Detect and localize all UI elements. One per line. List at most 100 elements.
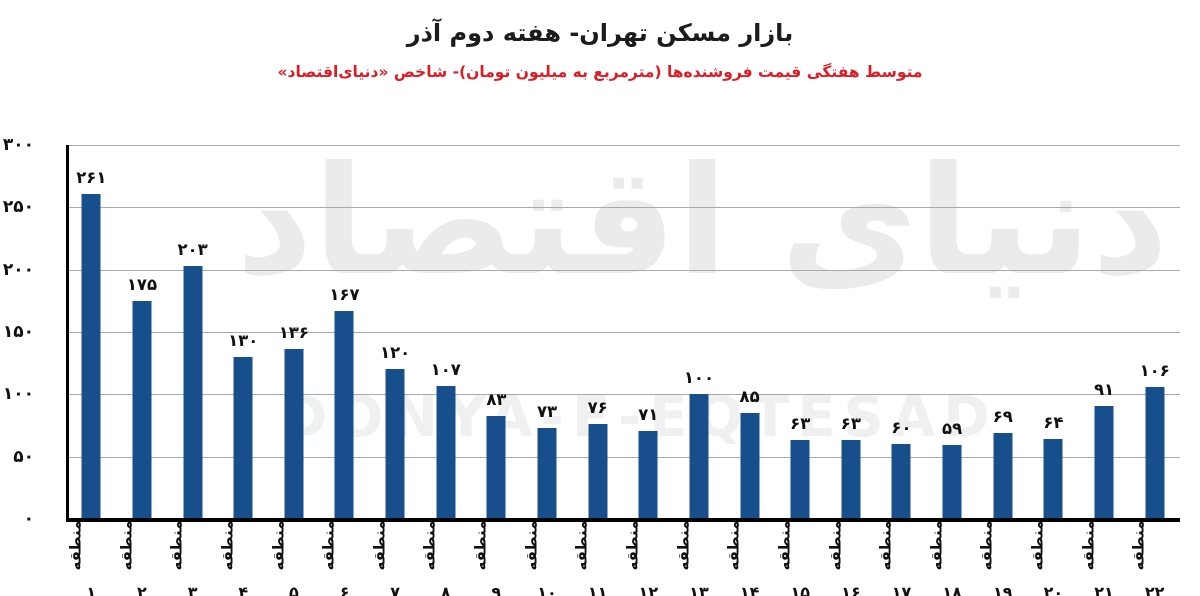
x-axis-district-number: ۲۰ (1043, 583, 1064, 596)
bar-item[interactable]: ۱۳۶ (269, 145, 320, 519)
bar-rect[interactable] (1094, 405, 1114, 519)
x-axis-category-label: منطقه ۲۰ (1028, 521, 1079, 596)
x-axis-district-number: ۱۸ (942, 583, 962, 596)
x-axis-district-word: منطقه (572, 520, 591, 571)
bar-rect[interactable] (284, 349, 304, 519)
x-axis-district-word: منطقه (1079, 520, 1098, 571)
bar-rect[interactable] (1043, 439, 1063, 519)
bar-rect[interactable] (588, 424, 608, 519)
gridline (66, 145, 1180, 146)
bar-rect[interactable] (132, 300, 152, 519)
y-axis-tick-label: ۵۰ (13, 446, 34, 467)
bar-item[interactable]: ۱۲۰ (370, 145, 421, 519)
bar-item[interactable]: ۱۰۶ (1129, 145, 1180, 519)
x-axis-district-number: ۱۶ (841, 583, 861, 596)
bar-rect[interactable] (740, 413, 760, 519)
x-axis-district-word: منطقه (522, 520, 541, 571)
gridline (66, 269, 1180, 271)
bar-item[interactable]: ۶۴ (1028, 145, 1079, 519)
bar-value-label: ۱۳۶ (278, 323, 310, 343)
x-axis-category-label: منطقه ۱۲ (623, 521, 674, 596)
x-axis-district-number: ۲۲ (1144, 583, 1165, 596)
x-axis-category-label: منطقه ۱۹ (977, 521, 1028, 596)
bar-value-label: ۷۳ (536, 402, 558, 421)
gridline (66, 394, 1180, 396)
bar-item[interactable]: ۱۷۵ (117, 145, 168, 519)
x-axis-category-label: منطقه ۱۶ (826, 521, 877, 596)
bar-value-label: ۱۲۰ (380, 343, 411, 363)
bar-rect[interactable] (942, 445, 962, 519)
x-axis-district-word: منطقه (319, 520, 338, 571)
x-axis-line (66, 518, 1180, 522)
bar-rect[interactable] (81, 193, 101, 519)
bar-rect[interactable] (841, 440, 861, 519)
bar-item[interactable]: ۷۳ (522, 145, 573, 519)
x-axis-district-word: منطقه (218, 520, 237, 571)
bar-value-label: ۹۱ (1093, 379, 1115, 399)
x-axis-category-label: منطقه ۱۵ (775, 521, 826, 596)
bar-rect[interactable] (436, 385, 456, 519)
x-axis-category-label: منطقه ۲ (117, 521, 168, 596)
bar-rect[interactable] (1145, 386, 1165, 519)
bar-item[interactable]: ۸۳ (471, 145, 522, 519)
bar-rect[interactable] (334, 310, 354, 519)
bar-rect[interactable] (689, 394, 709, 519)
bar-item[interactable]: ۸۵ (724, 145, 775, 519)
bar-item[interactable]: ۱۰۰ (674, 145, 725, 519)
x-axis-district-word: منطقه (826, 520, 845, 571)
bar-rect[interactable] (385, 369, 405, 519)
bar-value-label: ۱۷۵ (126, 274, 158, 294)
x-axis-category-label: منطقه ۴ (218, 521, 269, 596)
bar-item[interactable]: ۶۹ (977, 145, 1028, 519)
bar-item[interactable]: ۵۹ (927, 145, 978, 519)
bar-item[interactable]: ۲۶۱ (66, 145, 117, 519)
bar-item[interactable]: ۶۳ (775, 145, 826, 519)
bar-item[interactable]: ۶۳ (826, 145, 877, 519)
y-axis-tick-label: ۱۰۰ (2, 384, 35, 405)
x-axis-district-word: منطقه (775, 520, 794, 571)
bar-rect[interactable] (891, 444, 911, 519)
x-axis-district-number: ۱ (86, 583, 97, 596)
page-title: بازار مسکن تهران- هفته دوم آذر (406, 19, 794, 47)
bar-item[interactable]: ۹۱ (1079, 145, 1130, 519)
gridline (66, 207, 1180, 209)
x-axis-district-word: منطقه (623, 520, 642, 571)
x-axis-district-word: منطقه (370, 520, 389, 571)
bar-rect[interactable] (233, 356, 253, 519)
bar-item[interactable]: ۷۱ (623, 145, 674, 519)
x-axis-district-number: ۱۴ (739, 583, 760, 596)
bar-item[interactable]: ۲۰۳ (167, 145, 218, 519)
bar-rect[interactable] (537, 428, 557, 519)
x-axis-district-number: ۱۱ (587, 583, 608, 596)
x-axis-district-number: ۱۵ (790, 583, 810, 596)
bar-rect[interactable] (183, 265, 203, 519)
gridline (66, 332, 1180, 333)
chart-subtitle: متوسط هفتگی قیمت فروشنده‌ها (مترمربع به … (277, 63, 923, 81)
bar-value-label: ۶۹ (992, 406, 1014, 426)
x-axis-category-label: منطقه ۲۱ (1079, 521, 1130, 596)
x-axis-district-number: ۸ (440, 583, 451, 596)
x-axis-district-number: ۱۰ (537, 583, 557, 596)
bar-value-label: ۱۰۷ (430, 359, 462, 379)
bar-rect[interactable] (486, 415, 506, 519)
y-axis-tick-label: ۰ (23, 509, 35, 529)
bar-item[interactable]: ۷۶ (572, 145, 623, 519)
x-axis-district-word: منطقه (876, 520, 895, 571)
bar-item[interactable]: ۱۰۷ (420, 145, 471, 519)
y-axis-tick-label: ۲۵۰ (2, 197, 35, 218)
x-axis-category-label: منطقه ۱ (66, 521, 117, 596)
x-axis-district-word: منطقه (1129, 520, 1148, 571)
x-axis-category-label: منطقه ۷ (370, 521, 421, 596)
bar-value-label: ۶۰ (891, 418, 912, 438)
bar-rect[interactable] (790, 440, 810, 519)
x-axis-district-number: ۲۱ (1094, 583, 1114, 596)
bar-rect[interactable] (993, 432, 1013, 519)
bar-item[interactable]: ۱۶۷ (319, 145, 370, 519)
x-axis-district-number: ۷ (390, 583, 400, 596)
bar-value-label: ۲۶۱ (76, 167, 107, 187)
bar-rect[interactable] (638, 430, 658, 519)
x-axis-category-label: منطقه ۵ (269, 521, 320, 596)
bar-item[interactable]: ۶۰ (876, 145, 927, 519)
bar-value-label: ۸۳ (486, 389, 507, 409)
bar-item[interactable]: ۱۳۰ (218, 145, 269, 519)
